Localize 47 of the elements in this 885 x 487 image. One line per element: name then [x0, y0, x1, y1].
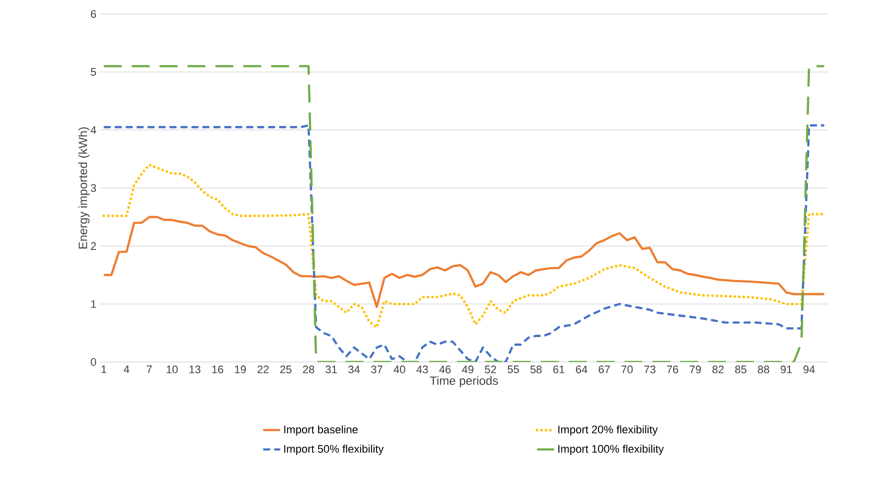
x-tick-label: 25: [280, 366, 292, 374]
x-tick-label: 22: [257, 366, 269, 374]
x-tick-label: 49: [462, 366, 474, 374]
legend-label: Import 20% flexibility: [558, 425, 658, 436]
x-tick-label: 67: [598, 366, 610, 374]
legend-label: Import baseline: [284, 425, 358, 436]
x-tick-label: 82: [712, 366, 724, 374]
x-tick-label: 88: [758, 366, 770, 374]
y-tick-label: 1: [91, 300, 96, 308]
x-tick-label: 7: [146, 366, 152, 374]
x-tick-label: 16: [212, 366, 224, 374]
line-series: [102, 216, 826, 308]
x-tick-label: 85: [735, 366, 746, 374]
x-tick-label: 52: [484, 366, 496, 374]
y-tick-label: 0: [90, 358, 96, 366]
x-tick-label: 58: [530, 366, 542, 374]
x-tick-label: 37: [371, 366, 382, 374]
y-tick-label: 3: [90, 184, 96, 192]
x-tick-label: 34: [348, 366, 360, 374]
y-axis-title: Energy imported (kWh): [78, 127, 90, 248]
x-tick-label: 73: [644, 366, 656, 374]
x-tick-label: 31: [326, 366, 337, 374]
y-tick-label: 6: [90, 10, 96, 18]
x-tick-label: 76: [667, 366, 678, 374]
x-tick-label: 19: [235, 366, 246, 374]
x-tick-label: 91: [780, 366, 792, 374]
legend-label: Import 50% flexibility: [284, 444, 384, 455]
x-tick-label: 94: [803, 366, 815, 374]
y-tick-label: 2: [90, 242, 96, 250]
x-tick-label: 1: [102, 366, 106, 374]
x-tick-label: 79: [690, 366, 701, 374]
x-tick-label: 4: [124, 366, 130, 374]
x-tick-label: 46: [439, 366, 451, 374]
y-tick-label: 5: [90, 68, 96, 76]
x-axis-title: Time periods: [430, 376, 498, 388]
x-tick-label: 28: [302, 366, 314, 374]
x-tick-label: 61: [553, 366, 564, 374]
x-tick-label: 13: [190, 366, 200, 374]
x-tick-label: 40: [394, 366, 406, 374]
line-series: [102, 124, 826, 362]
x-tick-label: 55: [508, 366, 519, 374]
y-tick-label: 4: [90, 126, 96, 134]
x-tick-label: 43: [416, 366, 428, 374]
x-tick-label: 10: [166, 366, 178, 374]
legend-label: Import 100% flexibility: [558, 444, 664, 455]
x-tick-label: 70: [622, 366, 633, 374]
x-tick-label: 64: [576, 366, 588, 374]
